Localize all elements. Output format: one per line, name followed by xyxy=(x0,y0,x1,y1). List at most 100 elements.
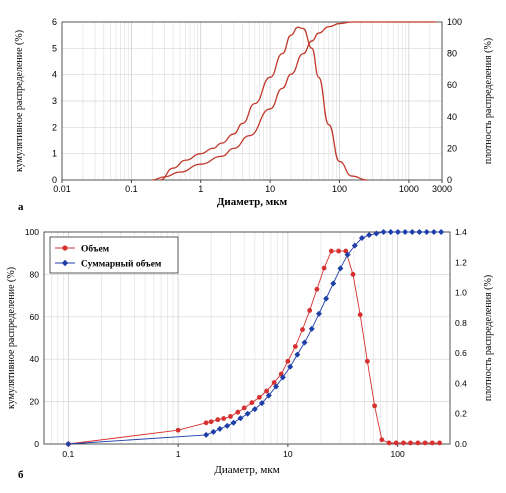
data-point xyxy=(357,312,363,318)
y-right-tick-label: 0.8 xyxy=(455,318,467,328)
data-point xyxy=(366,232,373,239)
y-left-tick-label: 5 xyxy=(52,43,57,53)
data-point xyxy=(330,280,337,287)
x-tick-label: 0.1 xyxy=(125,184,138,194)
y-right-tick-label: 40 xyxy=(447,112,457,122)
y-right-tick-label: 20 xyxy=(447,143,457,153)
plot-frame xyxy=(43,231,451,445)
y-left-tick-label: 20 xyxy=(30,397,40,407)
data-point xyxy=(373,230,380,237)
series-line-0 xyxy=(160,26,368,181)
data-point xyxy=(228,414,233,419)
y-left-tick-label: 80 xyxy=(30,269,40,279)
data-point xyxy=(208,419,214,425)
data-point xyxy=(321,265,327,271)
legend-marker-0 xyxy=(62,245,68,251)
y-right-axis-label: плотность распределения (%) xyxy=(483,38,494,164)
data-point xyxy=(438,229,445,235)
data-point xyxy=(323,295,330,302)
x-tick-label: 1 xyxy=(176,449,181,459)
y-left-tick-label: 0 xyxy=(34,439,39,449)
plot-frame xyxy=(61,21,443,181)
x-tick-label: 3000 xyxy=(432,184,452,194)
data-point xyxy=(203,420,209,426)
data-point xyxy=(256,394,262,400)
data-point xyxy=(394,229,401,235)
legend-label-0: Объем xyxy=(81,244,110,255)
data-point xyxy=(379,437,385,443)
data-point xyxy=(241,405,247,411)
data-point xyxy=(380,229,387,235)
data-point xyxy=(65,441,72,447)
data-point xyxy=(285,358,291,364)
data-point xyxy=(203,431,210,438)
data-point xyxy=(216,425,223,432)
x-tick-label: 100 xyxy=(332,184,347,194)
data-point xyxy=(401,440,406,446)
data-point xyxy=(351,242,358,249)
x-tick-label: 10 xyxy=(283,449,293,459)
x-tick-label: 100 xyxy=(391,449,405,459)
data-point xyxy=(358,235,365,242)
data-point xyxy=(224,422,231,429)
y-right-tick-label: 100 xyxy=(447,17,462,27)
legend-label-1: Суммарный объем xyxy=(81,259,162,270)
x-tick-label: 0.1 xyxy=(62,449,74,459)
x-tick-label: 0.01 xyxy=(53,184,71,194)
data-point xyxy=(300,327,305,332)
data-point xyxy=(308,325,315,332)
data-point xyxy=(237,415,244,422)
data-point xyxy=(343,248,349,254)
data-point xyxy=(423,229,430,235)
y-right-tick-label: 0.4 xyxy=(455,378,467,388)
data-point xyxy=(210,428,217,435)
legend-box xyxy=(49,236,179,274)
y-right-axis-label: плотность распределения (%) xyxy=(483,275,494,401)
x-tick-label: 1 xyxy=(198,184,203,194)
x-axis-label: Диаметр, мкм xyxy=(214,464,279,476)
data-point xyxy=(437,440,442,446)
y-left-tick-label: 100 xyxy=(25,227,39,237)
data-point xyxy=(430,229,437,235)
data-point xyxy=(344,251,351,258)
data-point xyxy=(350,272,356,277)
data-point xyxy=(279,374,286,381)
data-point xyxy=(287,363,294,370)
data-point xyxy=(258,400,265,407)
y-left-axis-label: кумулятивное распределение (%) xyxy=(6,267,17,409)
data-point xyxy=(244,410,251,417)
panel-b: 0.1 1 10 100 0 20 40 60 80 100 0.0 0.2 0.4 0.6 0.8 1.0 1… xyxy=(6,227,494,481)
data-point xyxy=(251,406,258,413)
data-point xyxy=(429,440,435,446)
legend-marker-1 xyxy=(61,259,69,267)
y-left-tick-label: 0 xyxy=(52,175,57,185)
data-point xyxy=(307,308,313,313)
y-right-tick-label: 0.6 xyxy=(455,348,467,358)
data-point xyxy=(271,380,277,385)
y-left-tick-label: 1 xyxy=(52,149,57,159)
data-point xyxy=(265,392,272,399)
y-left-tick-label: 3 xyxy=(52,96,57,106)
data-point xyxy=(337,265,344,272)
data-point xyxy=(264,388,269,394)
series-line-0 xyxy=(68,250,440,445)
data-point xyxy=(402,229,409,235)
data-point xyxy=(422,440,428,446)
y-right-tick-label: 0 xyxy=(447,175,452,185)
data-point xyxy=(387,229,394,235)
data-point xyxy=(235,409,241,415)
panel-a: 0.01 0.1 1 10 100 1000 30000123456020406080100… xyxy=(14,17,494,213)
data-point xyxy=(273,383,280,390)
x-tick-label: 1000 xyxy=(399,184,419,194)
data-point xyxy=(372,403,378,409)
y-right-tick-label: 1.4 xyxy=(455,227,467,237)
data-point xyxy=(409,229,416,235)
data-point xyxy=(230,419,237,426)
data-point xyxy=(386,440,392,446)
y-left-tick-label: 6 xyxy=(52,17,57,27)
data-point xyxy=(416,229,423,235)
y-right-tick-label: 1.2 xyxy=(455,257,467,267)
y-left-tick-label: 60 xyxy=(30,312,40,322)
series-line-1 xyxy=(152,21,437,181)
